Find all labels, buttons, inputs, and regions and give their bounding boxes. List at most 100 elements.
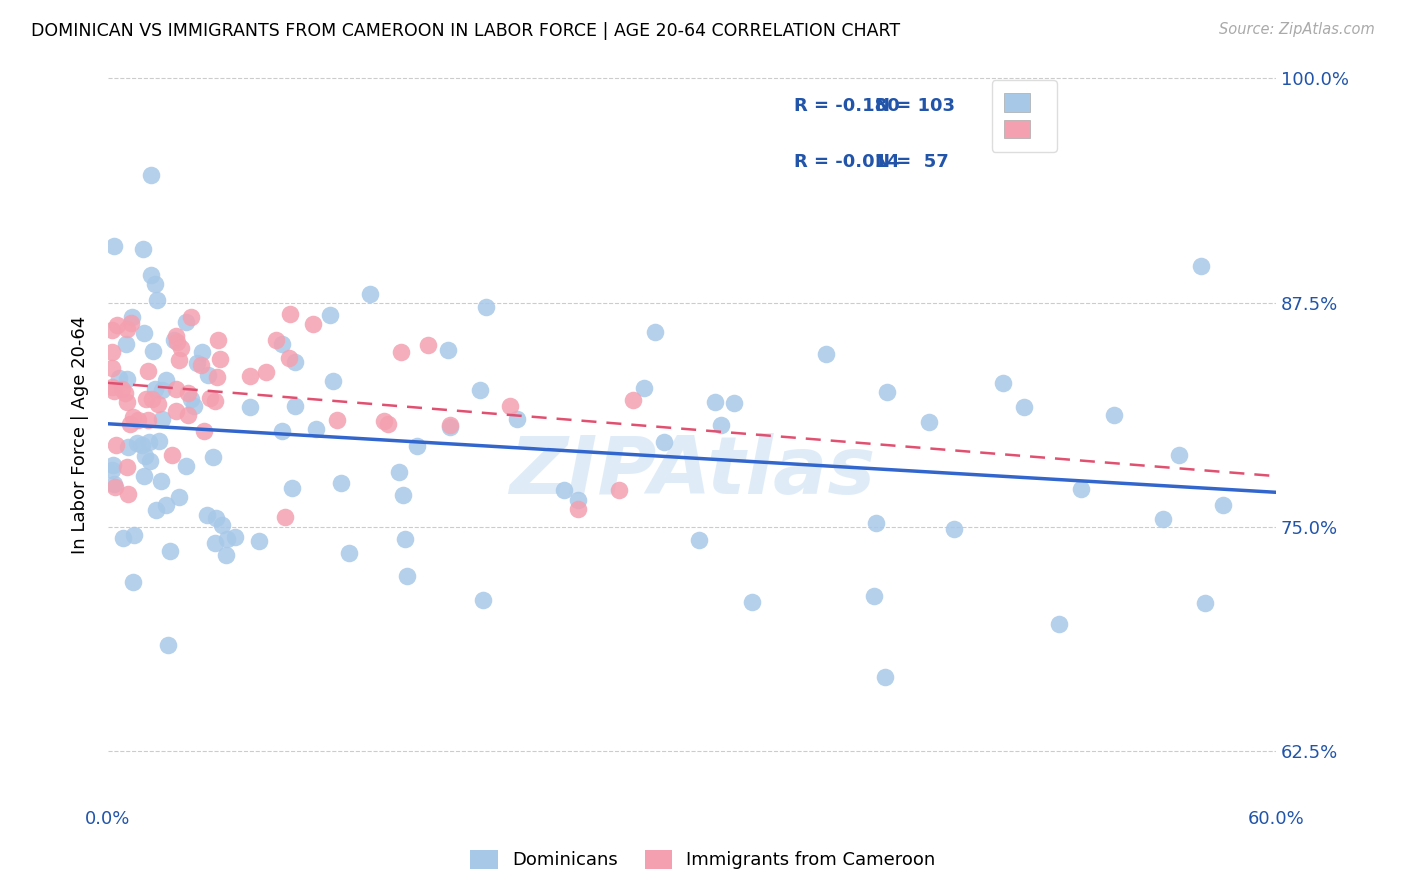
Point	[122, 574, 145, 589]
Point	[170, 342, 193, 356]
Point	[1212, 498, 1234, 512]
Point	[208, 351, 231, 366]
Point	[1047, 617, 1070, 632]
Point	[863, 589, 886, 603]
Point	[135, 392, 157, 406]
Point	[264, 333, 287, 347]
Point	[406, 439, 429, 453]
Point	[118, 417, 141, 431]
Point	[918, 415, 941, 429]
Point	[101, 323, 124, 337]
Point	[165, 404, 187, 418]
Point	[337, 546, 360, 560]
Point	[197, 368, 219, 383]
Point	[117, 487, 139, 501]
Point	[271, 336, 294, 351]
Point	[103, 476, 125, 491]
Point	[224, 530, 246, 544]
Point	[284, 355, 307, 369]
Point	[117, 322, 139, 336]
Text: ZIPAtlas: ZIPAtlas	[509, 433, 875, 510]
Point	[121, 310, 143, 325]
Point	[132, 242, 155, 256]
Point	[215, 532, 238, 546]
Point	[117, 460, 139, 475]
Point	[633, 381, 655, 395]
Point	[1194, 596, 1216, 610]
Point	[105, 438, 128, 452]
Point	[132, 326, 155, 340]
Point	[475, 300, 498, 314]
Point	[163, 334, 186, 348]
Point	[101, 345, 124, 359]
Point	[115, 336, 138, 351]
Point	[103, 384, 125, 398]
Point	[183, 400, 205, 414]
Point	[131, 438, 153, 452]
Point	[865, 516, 887, 530]
Point	[117, 440, 139, 454]
Point	[101, 463, 124, 477]
Point	[326, 413, 349, 427]
Point	[157, 638, 180, 652]
Point	[553, 483, 575, 498]
Point	[136, 363, 159, 377]
Point	[111, 382, 134, 396]
Text: DOMINICAN VS IMMIGRANTS FROM CAMEROON IN LABOR FORCE | AGE 20-64 CORRELATION CHA: DOMINICAN VS IMMIGRANTS FROM CAMEROON IN…	[31, 22, 900, 40]
Point	[204, 394, 226, 409]
Point	[166, 382, 188, 396]
Point	[1012, 401, 1035, 415]
Point	[180, 392, 202, 406]
Point	[1070, 482, 1092, 496]
Point	[389, 345, 412, 359]
Point	[943, 522, 966, 536]
Point	[155, 373, 177, 387]
Point	[439, 420, 461, 434]
Point	[359, 286, 381, 301]
Point	[274, 509, 297, 524]
Point	[741, 595, 763, 609]
Point	[281, 481, 304, 495]
Point	[373, 414, 395, 428]
Y-axis label: In Labor Force | Age 20-64: In Labor Force | Age 20-64	[72, 316, 89, 554]
Point	[271, 424, 294, 438]
Point	[160, 448, 183, 462]
Point	[330, 475, 353, 490]
Point	[127, 413, 149, 427]
Point	[207, 333, 229, 347]
Point	[254, 365, 277, 379]
Point	[198, 391, 221, 405]
Point	[215, 549, 238, 563]
Point	[1153, 512, 1175, 526]
Point	[180, 310, 202, 325]
Point	[127, 436, 149, 450]
Point	[138, 435, 160, 450]
Point	[387, 465, 409, 479]
Point	[302, 318, 325, 332]
Point	[305, 422, 328, 436]
Point	[1102, 409, 1125, 423]
Point	[394, 532, 416, 546]
Point	[278, 307, 301, 321]
Point	[101, 379, 124, 393]
Point	[239, 368, 262, 383]
Point	[176, 315, 198, 329]
Point	[195, 508, 218, 523]
Point	[377, 417, 399, 431]
Point	[149, 474, 172, 488]
Point	[654, 434, 676, 449]
Point	[437, 343, 460, 357]
Point	[141, 392, 163, 406]
Point	[120, 316, 142, 330]
Point	[150, 383, 173, 397]
Point	[247, 533, 270, 548]
Point	[204, 536, 226, 550]
Point	[207, 370, 229, 384]
Point	[186, 356, 208, 370]
Point	[416, 338, 439, 352]
Point	[710, 417, 733, 432]
Point	[159, 543, 181, 558]
Point	[114, 385, 136, 400]
Point	[134, 449, 156, 463]
Point	[104, 480, 127, 494]
